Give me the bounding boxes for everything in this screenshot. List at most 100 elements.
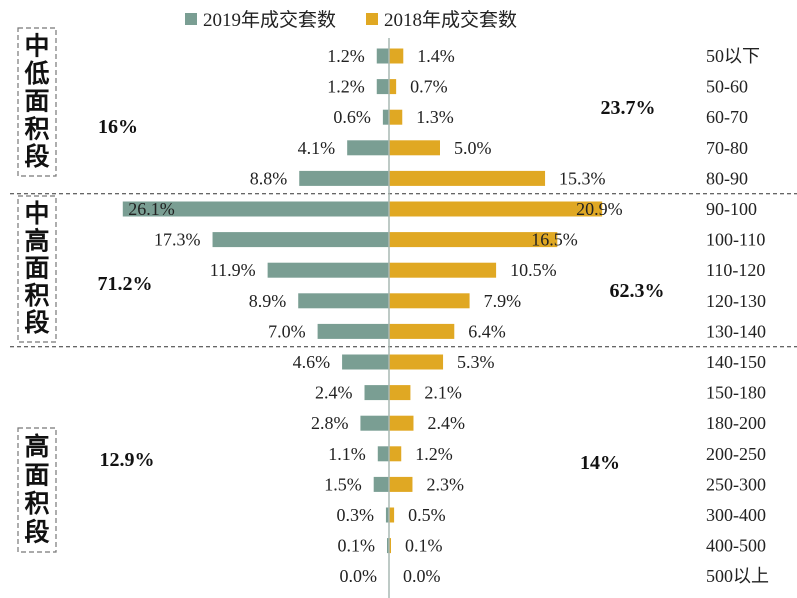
group-boxes: 中低面积段中高面积段高面积段中低面积段中高面积段高面积段 xyxy=(17,27,57,553)
legend-label-2018: 2018年成交套数 xyxy=(384,9,517,31)
label-2018-16: 0.1% xyxy=(405,536,443,556)
label-2019-12: 2.8% xyxy=(311,413,349,433)
label-2019-15: 0.3% xyxy=(336,505,374,525)
bar-2018-3 xyxy=(389,140,440,156)
category-label: 80-90 xyxy=(706,168,748,188)
group-total-2018-1: 62.3% xyxy=(610,280,665,302)
label-2019-14: 1.5% xyxy=(324,474,362,494)
group-name-char: 积 xyxy=(24,114,49,143)
category-label: 60-70 xyxy=(706,107,748,127)
category-label: 120-130 xyxy=(706,291,766,311)
label-2019-17: 0.0% xyxy=(340,566,378,586)
label-2018-1: 0.7% xyxy=(410,77,448,97)
group-separators xyxy=(10,193,797,348)
group-name-char: 面 xyxy=(24,461,49,490)
category-label: 130-140 xyxy=(706,321,766,341)
group-name-char: 段 xyxy=(24,142,49,171)
bar-2018-16 xyxy=(389,538,391,554)
bar-2018-8 xyxy=(389,293,470,309)
group-name-char: 段 xyxy=(24,308,49,337)
group-name-char: 高 xyxy=(24,432,49,461)
bar-2019-2 xyxy=(382,109,389,125)
label-2018-13: 1.2% xyxy=(415,444,453,464)
category-label: 110-120 xyxy=(706,260,765,280)
category-label: 50-60 xyxy=(706,77,748,97)
bar-2019-11 xyxy=(364,385,389,401)
label-2019-7: 11.9% xyxy=(210,260,256,280)
label-2019-1: 1.2% xyxy=(327,77,365,97)
label-2018-6: 16.5% xyxy=(531,230,578,250)
group-total-2018-0: 23.7% xyxy=(601,97,656,119)
label-2019-9: 7.0% xyxy=(268,321,306,341)
category-label: 400-500 xyxy=(706,536,766,556)
group-total-2019-1: 71.2% xyxy=(98,273,153,295)
bar-2018-10 xyxy=(389,354,444,370)
bar-2019-6 xyxy=(212,232,389,248)
category-label: 90-100 xyxy=(706,199,757,219)
label-2019-3: 4.1% xyxy=(298,138,336,158)
label-2019-16: 0.1% xyxy=(338,536,376,556)
label-2018-14: 2.3% xyxy=(426,474,464,494)
group-total-2019-2: 12.9% xyxy=(100,449,155,471)
bar-2019-0 xyxy=(376,48,389,64)
category-label: 150-180 xyxy=(706,383,766,403)
label-2018-9: 6.4% xyxy=(468,321,506,341)
label-2019-10: 4.6% xyxy=(293,352,331,372)
bar-2018-7 xyxy=(389,262,497,278)
bar-2019-10 xyxy=(342,354,389,370)
legend-label-2019: 2019年成交套数 xyxy=(203,9,336,31)
label-2019-13: 1.1% xyxy=(328,444,366,464)
label-2018-8: 7.9% xyxy=(484,291,521,311)
bar-2019-9 xyxy=(317,323,389,339)
group-totals: 16% 23.7% 71.2% 62.3% 12.9% 14% xyxy=(98,97,665,474)
category-label: 250-300 xyxy=(706,474,766,494)
label-2018-15: 0.5% xyxy=(408,505,446,525)
group-name-char: 积 xyxy=(24,281,49,310)
bar-2018-1 xyxy=(389,79,397,95)
group-name-char: 段 xyxy=(24,518,49,547)
labels-2018: 1.4% 0.7% 1.3%5.0% 15.3% 20.9% 16.5% 10.5% 7.9%… xyxy=(403,46,623,586)
legend-swatch-2019 xyxy=(185,13,197,25)
label-2019-4: 8.8% xyxy=(250,168,288,188)
group-name-char: 面 xyxy=(24,254,49,283)
category-label: 50以下 xyxy=(706,46,760,66)
bar-2018-11 xyxy=(389,385,411,401)
label-2018-17: 0.0% xyxy=(403,566,441,586)
bar-2018-9 xyxy=(389,323,455,339)
bar-2018-12 xyxy=(389,415,414,431)
label-2018-5: 20.9% xyxy=(576,199,623,219)
category-label: 500以上 xyxy=(706,566,769,586)
category-label: 70-80 xyxy=(706,138,748,158)
label-2019-11: 2.4% xyxy=(315,383,353,403)
bar-2019-15 xyxy=(385,507,389,523)
bar-2018-13 xyxy=(389,446,402,462)
group-name-char: 低 xyxy=(23,59,49,88)
bars-2018 xyxy=(389,48,603,554)
bar-2019-3 xyxy=(347,140,389,156)
label-2019-8: 8.9% xyxy=(249,291,287,311)
bar-2018-6 xyxy=(389,232,558,248)
bar-2018-5 xyxy=(389,201,603,217)
label-2018-11: 2.1% xyxy=(424,383,462,403)
label-2018-2: 1.3% xyxy=(416,107,454,127)
group-name-char: 中 xyxy=(24,32,49,61)
group-name-char: 中 xyxy=(24,199,49,228)
category-labels: 50以下 50-60 60-70 70-80 80-90 90-100 100-110 110… xyxy=(706,46,769,586)
group-box-2 xyxy=(17,427,57,553)
label-2019-0: 1.2% xyxy=(327,46,365,66)
category-label: 180-200 xyxy=(706,413,766,433)
bar-2019-5 xyxy=(122,201,389,217)
label-2019-5: 26.1% xyxy=(128,199,175,219)
group-name-char: 面 xyxy=(24,87,49,116)
bar-2019-14 xyxy=(373,476,389,492)
label-2018-12: 2.4% xyxy=(427,413,465,433)
bar-2018-14 xyxy=(389,476,413,492)
legend: 2019年成交套数 2018年成交套数 xyxy=(185,9,517,31)
label-2018-3: 5.0% xyxy=(454,138,492,158)
group-total-2019-0: 16% xyxy=(98,116,138,138)
category-label: 100-110 xyxy=(706,230,765,250)
bars-2019 xyxy=(122,48,389,554)
labels-2019: 1.2% 1.2% 0.6% 4.1% 8.8% 26.1% 17.3% 11.9% 8.9% 7… xyxy=(128,46,377,586)
group-box-1 xyxy=(17,195,57,343)
